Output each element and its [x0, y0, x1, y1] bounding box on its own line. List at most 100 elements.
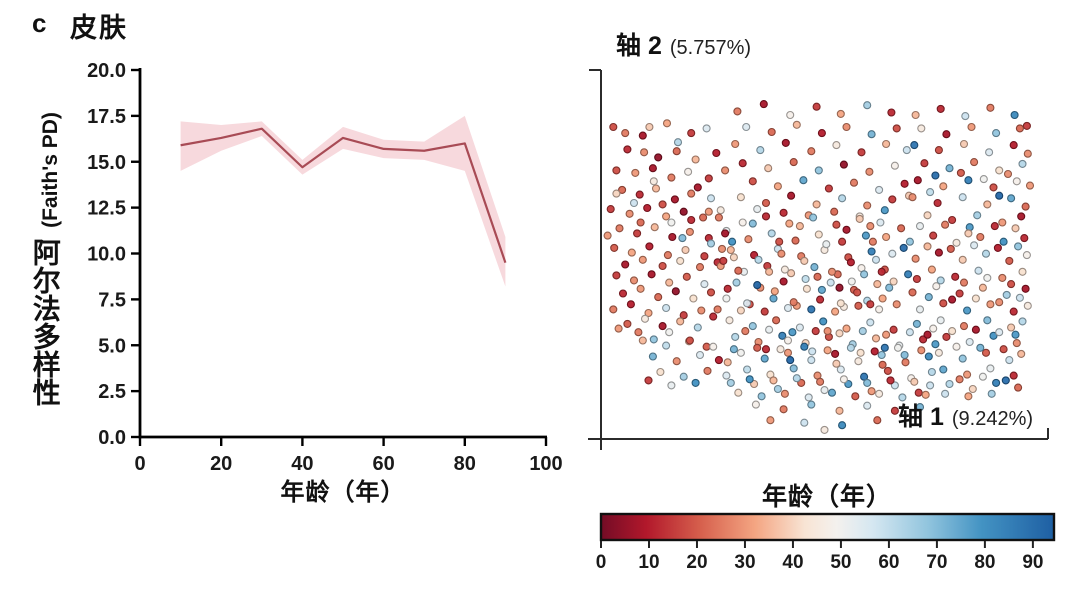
scatter-point [693, 183, 702, 192]
scatter-point [931, 340, 940, 349]
scatter-point [783, 336, 793, 345]
scatter-point [970, 158, 979, 167]
scatter-point [751, 400, 760, 409]
scatter-point [672, 357, 681, 366]
axis1-percent: (9.242%) [951, 408, 1034, 430]
scatter-point [791, 236, 800, 245]
scatter-point [838, 194, 847, 203]
scatter-point [760, 307, 769, 316]
scatter-point [817, 129, 826, 138]
scatter-point [789, 364, 798, 373]
scatter-point [924, 293, 933, 302]
scatter-point [1009, 141, 1018, 150]
scatter-point [892, 124, 901, 133]
scatter-point [753, 205, 762, 214]
scatter-point [890, 381, 899, 390]
scatter-point [866, 318, 875, 327]
scatter-point [754, 255, 763, 264]
scatter-point [801, 274, 810, 284]
scatter-point [1009, 307, 1018, 316]
y-tick-label: 5.0 [98, 335, 126, 357]
scatter-point [870, 347, 879, 356]
scatter-point [964, 176, 973, 185]
scatter-point [786, 110, 795, 120]
scatter-point [889, 277, 898, 286]
scatter-point [1021, 202, 1030, 211]
scatter-point [986, 103, 995, 112]
scatter-point [731, 332, 740, 341]
scatter-point [979, 175, 988, 184]
scatter-point [799, 176, 808, 185]
scatter-point [934, 248, 943, 257]
scatter-point [849, 178, 859, 187]
scatter-point [1023, 149, 1032, 158]
scatter-point [835, 406, 844, 415]
scatter-point [633, 229, 642, 238]
scatter-point [913, 176, 922, 185]
colorbar-tick-label: 40 [782, 552, 803, 573]
scatter-point [638, 255, 647, 264]
scatter-point [1018, 267, 1027, 276]
scatter-point [882, 232, 891, 242]
scatter-point [741, 327, 750, 336]
scatter-point [911, 110, 920, 120]
scatter-point [638, 336, 647, 345]
confidence-band [180, 115, 506, 287]
axis1-label: 轴 1 [898, 403, 944, 431]
scatter-point [645, 122, 654, 132]
scatter-point [779, 277, 788, 286]
scatter-point [899, 243, 908, 252]
scatter-point [761, 198, 771, 208]
scatter-point [629, 198, 639, 208]
scatter-point [644, 308, 653, 318]
scatter-point [689, 294, 698, 303]
scatter-point [706, 239, 716, 248]
colorbar-gradient [599, 512, 1056, 542]
scatter-point [654, 153, 663, 162]
scatter-point [865, 167, 874, 176]
scatter-point [888, 195, 897, 204]
scatter-point [726, 378, 735, 387]
axis2-percent: (5.757%) [669, 37, 752, 59]
x-tick-label: 100 [529, 453, 562, 475]
scatter-point [1002, 290, 1011, 299]
scatter-point [691, 155, 700, 164]
scatter-point [704, 174, 713, 183]
colorbar-tick-label: 30 [734, 552, 755, 573]
scatter-point [665, 328, 674, 337]
scatter-point [807, 400, 816, 409]
scatter-point [929, 231, 938, 240]
scatter-point [838, 421, 847, 430]
scatter-point [687, 129, 696, 138]
scatter-point [1007, 323, 1016, 332]
scatter-point [983, 273, 992, 282]
scatter-point [658, 322, 667, 331]
scatter-point [744, 235, 753, 244]
scatter-point [615, 224, 624, 233]
scatter-point [732, 278, 741, 287]
scatter-point [743, 299, 752, 308]
scatter-point [842, 225, 851, 234]
scatter-point [800, 256, 809, 265]
scatter-point [892, 300, 901, 309]
scatter-point [623, 145, 632, 154]
scatter-point [964, 229, 973, 238]
scatter-point [789, 298, 798, 307]
scatter-point [867, 247, 876, 256]
scatter-point [946, 244, 955, 253]
scatter-point [748, 219, 757, 228]
scatter-point [785, 219, 794, 228]
scatter-point [998, 273, 1007, 282]
scatter-point [769, 376, 778, 385]
scatter-point [679, 311, 688, 320]
scatter-point [846, 258, 855, 267]
scatter-chart: 0 10 20 30 40 50 60 70 80 90 [588, 69, 1056, 573]
scatter-point [882, 139, 891, 149]
scatter-point [986, 364, 995, 373]
scatter-point [697, 306, 706, 315]
scatter-point [612, 189, 621, 198]
scatter-point [1017, 349, 1026, 358]
scatter-point [835, 283, 844, 292]
scatter-point [880, 206, 889, 215]
